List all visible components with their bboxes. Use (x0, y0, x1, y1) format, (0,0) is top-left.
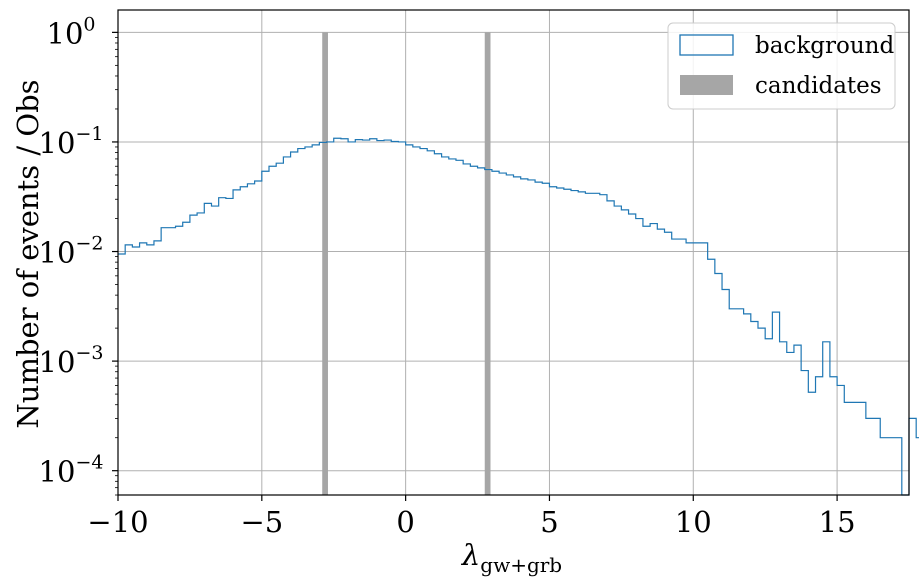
x-tick-label: 10 (675, 505, 712, 539)
x-axis-label-main: λ (461, 538, 480, 572)
legend-label-candidates: candidates (755, 73, 882, 99)
x-tick-label: −10 (87, 505, 148, 539)
y-tick-label: 10−4 (39, 452, 104, 489)
candidate-bar (484, 32, 491, 495)
x-axis-ticks: −10 −5 0 5 10 15 (87, 495, 856, 539)
background-step-line (118, 137, 919, 496)
x-tick-label: 5 (540, 505, 558, 539)
legend: background candidates (667, 22, 896, 110)
x-axis-label: λgw+grb (461, 538, 562, 577)
x-tick-label: −5 (240, 505, 283, 539)
y-tick-label: 10−2 (39, 233, 104, 270)
x-tick-label: 15 (819, 505, 856, 539)
candidates-series (322, 32, 491, 495)
y-tick-label: 10−3 (39, 342, 104, 379)
legend-label-background: background (755, 33, 894, 59)
plot-frame (117, 9, 910, 496)
x-tick-label: 0 (396, 505, 414, 539)
legend-swatch-background (679, 34, 734, 56)
candidate-bar (322, 32, 328, 495)
x-axis-label-subscript: gw+grb (480, 553, 562, 577)
y-tick-label: 100 (47, 13, 96, 50)
background-series (118, 137, 919, 496)
y-tick-label: 10−1 (39, 123, 104, 160)
y-axis-label: Number of events / Obs (11, 79, 45, 428)
legend-swatch-candidates (680, 75, 733, 95)
y-axis-ticks: 10−4 10−3 10−2 10−1 100 (39, 13, 118, 496)
